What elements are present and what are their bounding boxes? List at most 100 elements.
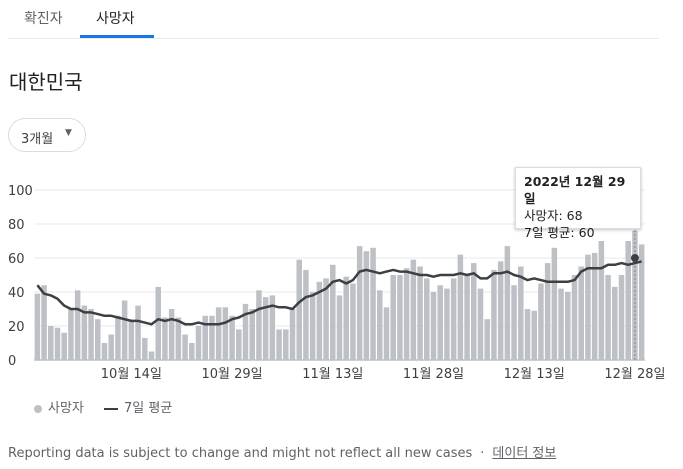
time-range-dropdown[interactable]: 3개월 ▼ [8,118,86,152]
bar[interactable] [565,292,571,360]
bar[interactable] [135,305,141,360]
bar[interactable] [41,285,47,360]
bar[interactable] [249,309,255,360]
bar[interactable] [155,286,161,360]
bar[interactable] [504,246,511,360]
bar[interactable] [289,309,296,360]
y-tick-label: 40 [8,286,25,301]
bar[interactable] [551,247,558,360]
bar[interactable] [591,252,598,360]
bar[interactable] [612,286,618,360]
tab-cases[interactable]: 확진자 [24,11,63,27]
bar[interactable] [121,300,128,361]
bar[interactable] [370,247,376,360]
bar[interactable] [262,297,269,360]
bar[interactable] [363,251,370,360]
bar[interactable] [256,290,262,360]
bar[interactable] [356,246,363,360]
tab-deaths[interactable]: 사망자 [96,11,135,27]
bar[interactable] [195,326,202,360]
bar[interactable] [88,309,94,360]
bar[interactable] [558,288,564,360]
bar[interactable] [518,266,524,361]
bar[interactable] [544,263,551,360]
bar[interactable] [229,315,235,360]
bar[interactable] [484,319,490,360]
bar[interactable] [477,288,484,360]
bar[interactable] [128,320,135,360]
bar[interactable] [34,293,41,360]
bar[interactable] [437,285,443,360]
bar[interactable] [48,326,54,360]
bar[interactable] [625,241,631,360]
bar[interactable] [457,254,464,360]
bar[interactable] [309,292,316,360]
bar[interactable] [215,307,222,360]
bar[interactable] [343,276,349,360]
bar[interactable] [81,305,88,360]
average-line [36,260,642,326]
bar[interactable] [175,317,182,361]
legend-bars-label: 사망자 [48,401,84,416]
bar[interactable] [162,317,168,361]
bar[interactable] [417,266,423,361]
chart-tooltip: 2022년 12월 29일 사망자: 68 7일 평균: 60 [515,167,641,240]
bar[interactable] [54,327,61,360]
bar[interactable] [209,315,215,360]
bar[interactable] [464,275,470,360]
bar[interactable] [61,332,67,360]
bar[interactable] [316,281,323,360]
bar[interactable] [276,329,282,360]
bar[interactable] [269,295,276,360]
bar[interactable] [524,309,531,360]
bar[interactable] [585,254,591,360]
bar[interactable] [383,307,390,360]
bar[interactable] [182,334,188,361]
bar[interactable] [108,334,114,361]
bar[interactable] [397,275,403,360]
bar[interactable] [222,307,229,360]
bar[interactable] [410,259,417,360]
bar[interactable] [424,278,430,360]
bar[interactable] [638,244,645,360]
bar[interactable] [68,309,74,360]
deaths-chart[interactable]: 0 20 40 60 80 100 10월 14일 10월 29일 11월 13일 11월 28일… [0,160,683,390]
bar[interactable] [471,263,477,360]
bar[interactable] [605,275,611,360]
bar[interactable] [497,261,504,360]
bar[interactable] [148,351,155,361]
bar[interactable] [242,303,249,360]
bar[interactable] [101,343,108,360]
bar[interactable] [330,264,336,360]
bar[interactable] [95,319,101,360]
bar[interactable] [430,292,437,360]
bar[interactable] [168,309,175,360]
bar[interactable] [531,310,537,360]
bar[interactable] [323,278,329,360]
bar[interactable] [236,329,242,360]
bar[interactable] [142,337,148,360]
bar[interactable] [303,269,309,360]
bar[interactable] [202,315,208,360]
bar[interactable] [450,278,457,360]
bar[interactable] [491,269,497,360]
bar[interactable] [571,275,578,360]
bar[interactable] [390,275,396,360]
bar[interactable] [350,283,356,361]
highlight-point [630,254,639,262]
bar[interactable] [377,290,383,360]
bar[interactable] [511,285,517,360]
bar[interactable] [115,315,121,360]
bar[interactable] [336,295,343,360]
bar[interactable] [618,275,625,360]
bar[interactable] [283,329,289,360]
bar[interactable] [598,241,605,360]
bar[interactable] [578,266,584,361]
bar[interactable] [296,259,302,360]
bar[interactable] [74,290,81,360]
bar[interactable] [403,268,410,360]
bar[interactable] [538,283,544,361]
bar[interactable] [189,343,195,360]
data-info-link[interactable]: 데이터 정보 [492,446,557,461]
bar[interactable] [444,288,450,360]
